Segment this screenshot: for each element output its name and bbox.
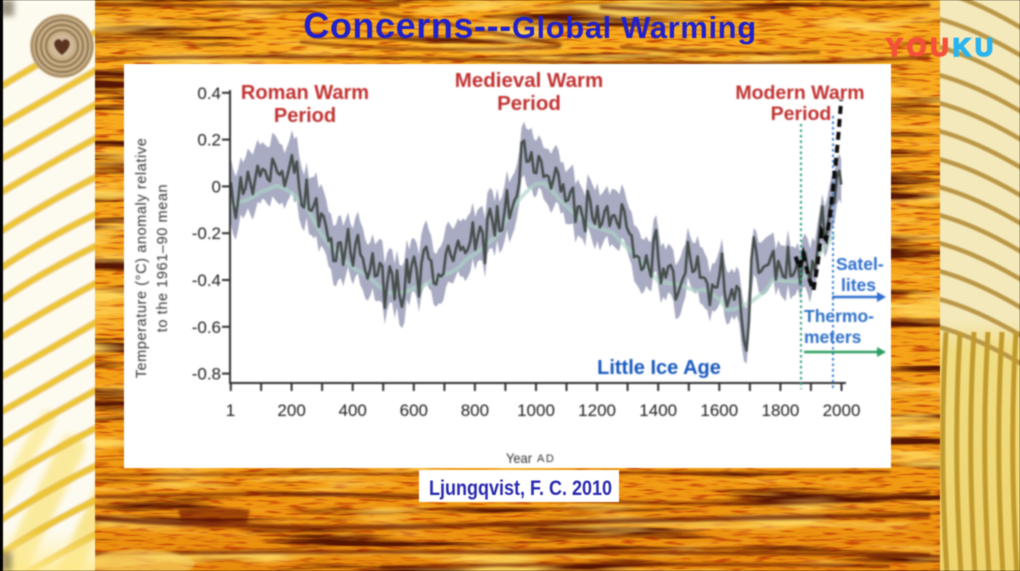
svg-text:Satel-: Satel-: [836, 254, 884, 274]
svg-text:Modern Warm: Modern Warm: [735, 82, 864, 104]
svg-text:Concerns---Global Warming: Concerns---Global Warming: [303, 5, 757, 46]
svg-text:0: 0: [212, 177, 221, 196]
svg-text:meters: meters: [804, 327, 862, 347]
svg-text:1600: 1600: [700, 401, 738, 420]
svg-text:Medieval Warm: Medieval Warm: [455, 69, 604, 92]
svg-text:Year: Year: [506, 450, 532, 466]
svg-text:Period: Period: [771, 103, 832, 125]
svg-text:800: 800: [461, 401, 489, 420]
svg-text:600: 600: [400, 401, 428, 420]
svg-text:1400: 1400: [639, 401, 677, 420]
svg-text:0.4: 0.4: [197, 84, 221, 103]
svg-text:AD: AD: [537, 453, 555, 465]
svg-text:lites: lites: [841, 275, 876, 295]
svg-text:Period: Period: [497, 92, 561, 115]
svg-text:YOUKU: YOUKU: [886, 34, 997, 62]
svg-text:Period: Period: [274, 105, 336, 127]
svg-text:to the 1961–90 mean: to the 1961–90 mean: [155, 184, 171, 332]
svg-text:-0.2: -0.2: [192, 224, 221, 243]
svg-text:-0.4: -0.4: [192, 271, 221, 290]
svg-text:1: 1: [226, 401, 235, 420]
svg-text:-0.8: -0.8: [192, 365, 221, 384]
svg-text:Thermo-: Thermo-: [804, 306, 874, 326]
svg-text:2000: 2000: [823, 401, 861, 420]
svg-text:1000: 1000: [517, 401, 555, 420]
svg-text:Roman Warm: Roman Warm: [241, 82, 369, 104]
svg-text:200: 200: [277, 401, 305, 420]
svg-text:Ljungqvist, F. C. 2010: Ljungqvist, F. C. 2010: [429, 477, 612, 500]
svg-text:Little Ice Age: Little Ice Age: [597, 357, 721, 379]
svg-text:1200: 1200: [578, 401, 616, 420]
svg-text:0.2: 0.2: [197, 131, 221, 150]
svg-text:1800: 1800: [761, 401, 799, 420]
svg-text:Temperature (°C) anomaly relat: Temperature (°C) anomaly relative: [134, 138, 150, 379]
svg-text:400: 400: [339, 401, 367, 420]
svg-text:-0.6: -0.6: [192, 318, 221, 337]
